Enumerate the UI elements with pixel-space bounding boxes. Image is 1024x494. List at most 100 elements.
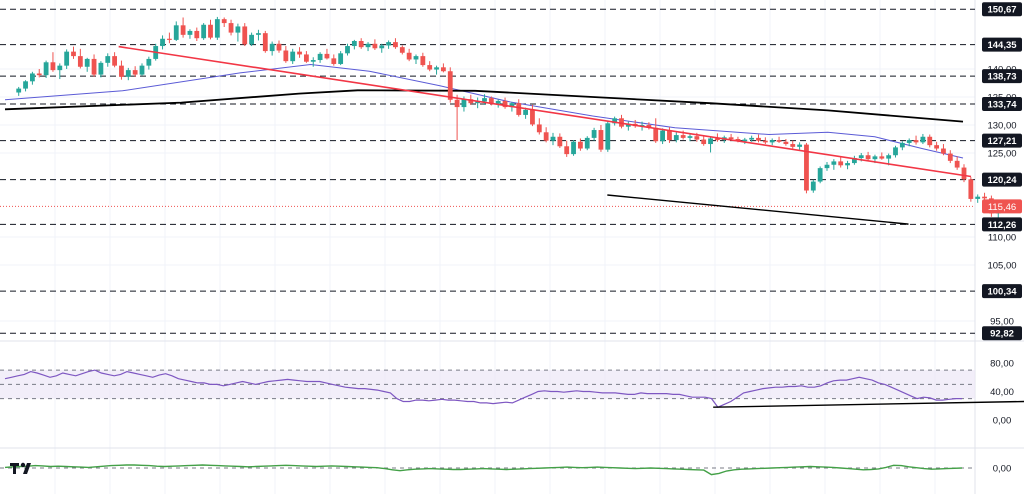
candle-body bbox=[50, 62, 56, 71]
candle-body bbox=[810, 181, 816, 191]
candle-body bbox=[804, 144, 809, 191]
candle-body bbox=[653, 127, 659, 142]
last-price-label-box bbox=[982, 199, 1022, 214]
price-tick-label: 0,00 bbox=[993, 464, 1012, 475]
rsi-support-line bbox=[713, 400, 1024, 408]
candle-body bbox=[564, 146, 570, 155]
candle-body bbox=[420, 56, 426, 66]
candle-body bbox=[797, 144, 802, 147]
candlesticks bbox=[16, 16, 1001, 227]
candle-body bbox=[112, 56, 117, 66]
candle-body bbox=[824, 164, 830, 169]
candle-body bbox=[235, 26, 241, 33]
candle-body bbox=[441, 67, 446, 72]
candle-body bbox=[947, 153, 953, 161]
candle-body bbox=[338, 53, 344, 64]
candle-body bbox=[941, 148, 946, 154]
candle-body bbox=[646, 125, 652, 128]
candle-body bbox=[660, 130, 665, 142]
candle-body bbox=[475, 101, 481, 104]
candle-body bbox=[386, 42, 391, 46]
candle-body bbox=[427, 65, 433, 70]
candle-body bbox=[365, 43, 371, 48]
candle-body bbox=[214, 19, 220, 38]
candle-body bbox=[598, 130, 604, 150]
candle-body bbox=[502, 100, 508, 108]
price-tick-label: 130,00 bbox=[987, 121, 1016, 132]
ma-short-line bbox=[4, 63, 964, 159]
candle-body bbox=[488, 98, 494, 104]
candle-body bbox=[256, 33, 261, 35]
candle-body bbox=[831, 161, 837, 165]
candle-body bbox=[982, 196, 987, 199]
key-level-label: 92,82 bbox=[990, 329, 1014, 340]
candle-body bbox=[290, 51, 296, 62]
key-level-label: 100,34 bbox=[987, 287, 1017, 298]
price-tick-label: 80,00 bbox=[990, 359, 1014, 370]
candle-body bbox=[708, 138, 713, 145]
candle-body bbox=[454, 99, 460, 108]
candle-body bbox=[249, 34, 254, 45]
candle-body bbox=[817, 168, 823, 182]
candle-body bbox=[324, 53, 330, 59]
candle-body bbox=[167, 38, 172, 40]
candle-body bbox=[461, 99, 467, 108]
candle-body bbox=[71, 51, 76, 57]
candle-body bbox=[495, 100, 501, 104]
candle-body bbox=[968, 179, 974, 199]
candle-body bbox=[605, 123, 611, 150]
candle-body bbox=[16, 88, 22, 93]
candle-body bbox=[536, 124, 542, 133]
rsi-indicator bbox=[4, 369, 1024, 408]
candle-body bbox=[913, 140, 919, 143]
candle-body bbox=[221, 19, 227, 24]
key-level-label: 112,26 bbox=[988, 220, 1017, 231]
candle-body bbox=[790, 144, 796, 147]
candle-body bbox=[84, 58, 90, 67]
candle-body bbox=[132, 70, 138, 75]
candle-body bbox=[276, 43, 282, 51]
key-level-lines bbox=[0, 8, 975, 334]
candle-body bbox=[639, 125, 645, 127]
candle-body bbox=[667, 130, 672, 141]
candle-body bbox=[701, 139, 707, 145]
moving-averages bbox=[4, 63, 964, 159]
downtrend-line bbox=[118, 45, 972, 178]
candle-body bbox=[961, 167, 967, 180]
macd-line bbox=[4, 464, 963, 476]
candle-body bbox=[886, 155, 892, 159]
key-level-label: 127,21 bbox=[987, 136, 1017, 147]
candle-body bbox=[550, 136, 556, 141]
candle-body bbox=[858, 155, 864, 159]
candle-body bbox=[612, 118, 618, 124]
candle-body bbox=[119, 65, 124, 77]
candle-body bbox=[379, 45, 385, 49]
key-level-label-box bbox=[982, 326, 1022, 341]
candle-body bbox=[687, 136, 693, 138]
candle-body bbox=[872, 156, 878, 160]
price-axis[interactable]: 140,00135,00130,00125,00110,00105,0095,0… bbox=[982, 2, 1022, 475]
candle-body bbox=[310, 60, 316, 62]
candle-body bbox=[297, 51, 302, 55]
candle-body bbox=[201, 24, 207, 39]
key-level-label: 150,67 bbox=[987, 5, 1016, 16]
key-level-label-box bbox=[982, 69, 1022, 84]
candle-body bbox=[899, 142, 905, 148]
key-level-label-box bbox=[982, 2, 1022, 17]
candle-body bbox=[578, 141, 583, 149]
price-tick-label: 125,00 bbox=[987, 149, 1016, 160]
candle-body bbox=[927, 136, 933, 146]
candle-body bbox=[694, 136, 700, 140]
candle-body bbox=[64, 51, 70, 66]
candle-body bbox=[57, 65, 63, 71]
candle-body bbox=[557, 136, 563, 147]
candle-body bbox=[77, 56, 83, 67]
key-level-label: 120,24 bbox=[987, 175, 1017, 186]
candle-body bbox=[625, 123, 631, 127]
candle-body bbox=[139, 65, 145, 75]
key-level-label: 133,74 bbox=[987, 100, 1017, 111]
key-level-label-box bbox=[982, 284, 1022, 299]
candle-body bbox=[769, 140, 775, 143]
